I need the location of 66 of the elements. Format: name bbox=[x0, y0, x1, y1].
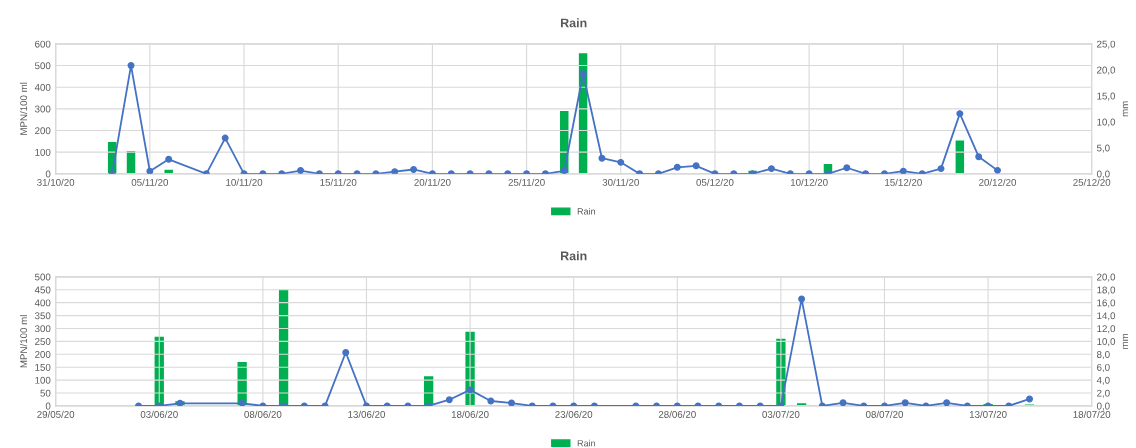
y2-tick-label: 5,0 bbox=[1096, 144, 1110, 153]
y-tick-label: 400 bbox=[34, 299, 51, 307]
y2-tick-label: 20,0 bbox=[1097, 273, 1116, 282]
y-tick-label: 0 bbox=[45, 170, 51, 178]
x-tick-label: 18/07/20 bbox=[1073, 410, 1111, 418]
y2-tick-label: 10,0 bbox=[1097, 338, 1116, 347]
x-tick-label: 13/07/20 bbox=[969, 410, 1007, 418]
x-tick-label: 03/07/20 bbox=[762, 410, 800, 418]
y-axis-title: MPN/100 ml bbox=[19, 315, 28, 368]
y-tick-label: 0 bbox=[45, 402, 51, 410]
y-tick-label: 300 bbox=[34, 325, 51, 333]
y2-tick-label: 12,0 bbox=[1097, 325, 1116, 334]
x-tick-label: 29/05/20 bbox=[37, 410, 75, 418]
legend-label: Rain bbox=[577, 207, 596, 215]
y-tick-label: 100 bbox=[35, 376, 51, 384]
y-tick-label: 350 bbox=[34, 312, 51, 320]
x-tick-label: 20/12/20 bbox=[979, 178, 1017, 186]
y-tick-label: 200 bbox=[35, 127, 51, 135]
y2-tick-label: 6,0 bbox=[1097, 363, 1110, 372]
y-axis-title: MPN/100 ml bbox=[19, 82, 28, 135]
y2-tick-label: 16,0 bbox=[1097, 299, 1116, 308]
x-tick-label: 18/06/20 bbox=[451, 410, 489, 418]
y-tick-label: 100 bbox=[35, 148, 51, 156]
y2-tick-label: 20,0 bbox=[1097, 66, 1116, 75]
y-tick-label: 300 bbox=[34, 105, 51, 113]
y-tick-label: 400 bbox=[34, 83, 51, 91]
x-tick-label: 25/11/20 bbox=[508, 178, 545, 186]
x-tick-label: 30/11/20 bbox=[602, 178, 639, 186]
x-tick-label: 08/06/20 bbox=[244, 410, 282, 418]
chart-title: Rain bbox=[560, 18, 587, 28]
y2-tick-label: 25,0 bbox=[1097, 40, 1116, 49]
y2-tick-label: 10,0 bbox=[1097, 118, 1116, 127]
x-tick-label: 05/12/20 bbox=[696, 178, 734, 186]
x-tick-label: 10/12/20 bbox=[790, 178, 828, 186]
y-tick-label: 150 bbox=[35, 363, 51, 371]
y-tick-label: 600 bbox=[35, 40, 51, 48]
y2-tick-label: 14,0 bbox=[1097, 312, 1116, 321]
x-tick-label: 25/12/20 bbox=[1073, 178, 1111, 186]
y-tick-label: 500 bbox=[34, 62, 51, 70]
y-tick-label: 450 bbox=[34, 286, 51, 294]
legend-label: Rain bbox=[577, 439, 596, 447]
x-tick-label: 08/07/20 bbox=[865, 410, 904, 418]
x-tick-label: 31/10/20 bbox=[37, 178, 75, 186]
y2-axis-title: mm bbox=[1122, 101, 1129, 117]
x-tick-label: 13/06/20 bbox=[348, 410, 386, 418]
x-tick-label: 15/12/20 bbox=[885, 178, 922, 186]
y-tick-label: 50 bbox=[40, 389, 51, 397]
y2-tick-label: 8,0 bbox=[1096, 351, 1110, 360]
x-tick-label: 20/11/20 bbox=[414, 178, 451, 186]
chart-title: Rain bbox=[560, 251, 587, 261]
x-tick-label: 10/11/20 bbox=[226, 178, 263, 186]
x-tick-label: 28/06/20 bbox=[658, 410, 696, 418]
y2-tick-label: 0,0 bbox=[1096, 170, 1110, 179]
y-tick-label: 500 bbox=[34, 273, 51, 281]
y2-axis-title: mm bbox=[1122, 333, 1129, 349]
y2-tick-label: 15,0 bbox=[1097, 92, 1116, 101]
y2-tick-label: 4,0 bbox=[1096, 376, 1110, 385]
x-tick-label: 23/06/20 bbox=[555, 410, 593, 418]
x-tick-label: 05/11/20 bbox=[131, 178, 169, 186]
x-tick-label: 15/11/20 bbox=[320, 178, 357, 186]
y2-tick-label: 18,0 bbox=[1097, 286, 1116, 295]
x-tick-label: 03/06/20 bbox=[140, 410, 178, 418]
y-tick-label: 250 bbox=[35, 338, 51, 345]
y-tick-label: 200 bbox=[35, 351, 51, 358]
y2-tick-label: 2,0 bbox=[1097, 389, 1110, 398]
y2-tick-label: 0,0 bbox=[1096, 402, 1110, 411]
